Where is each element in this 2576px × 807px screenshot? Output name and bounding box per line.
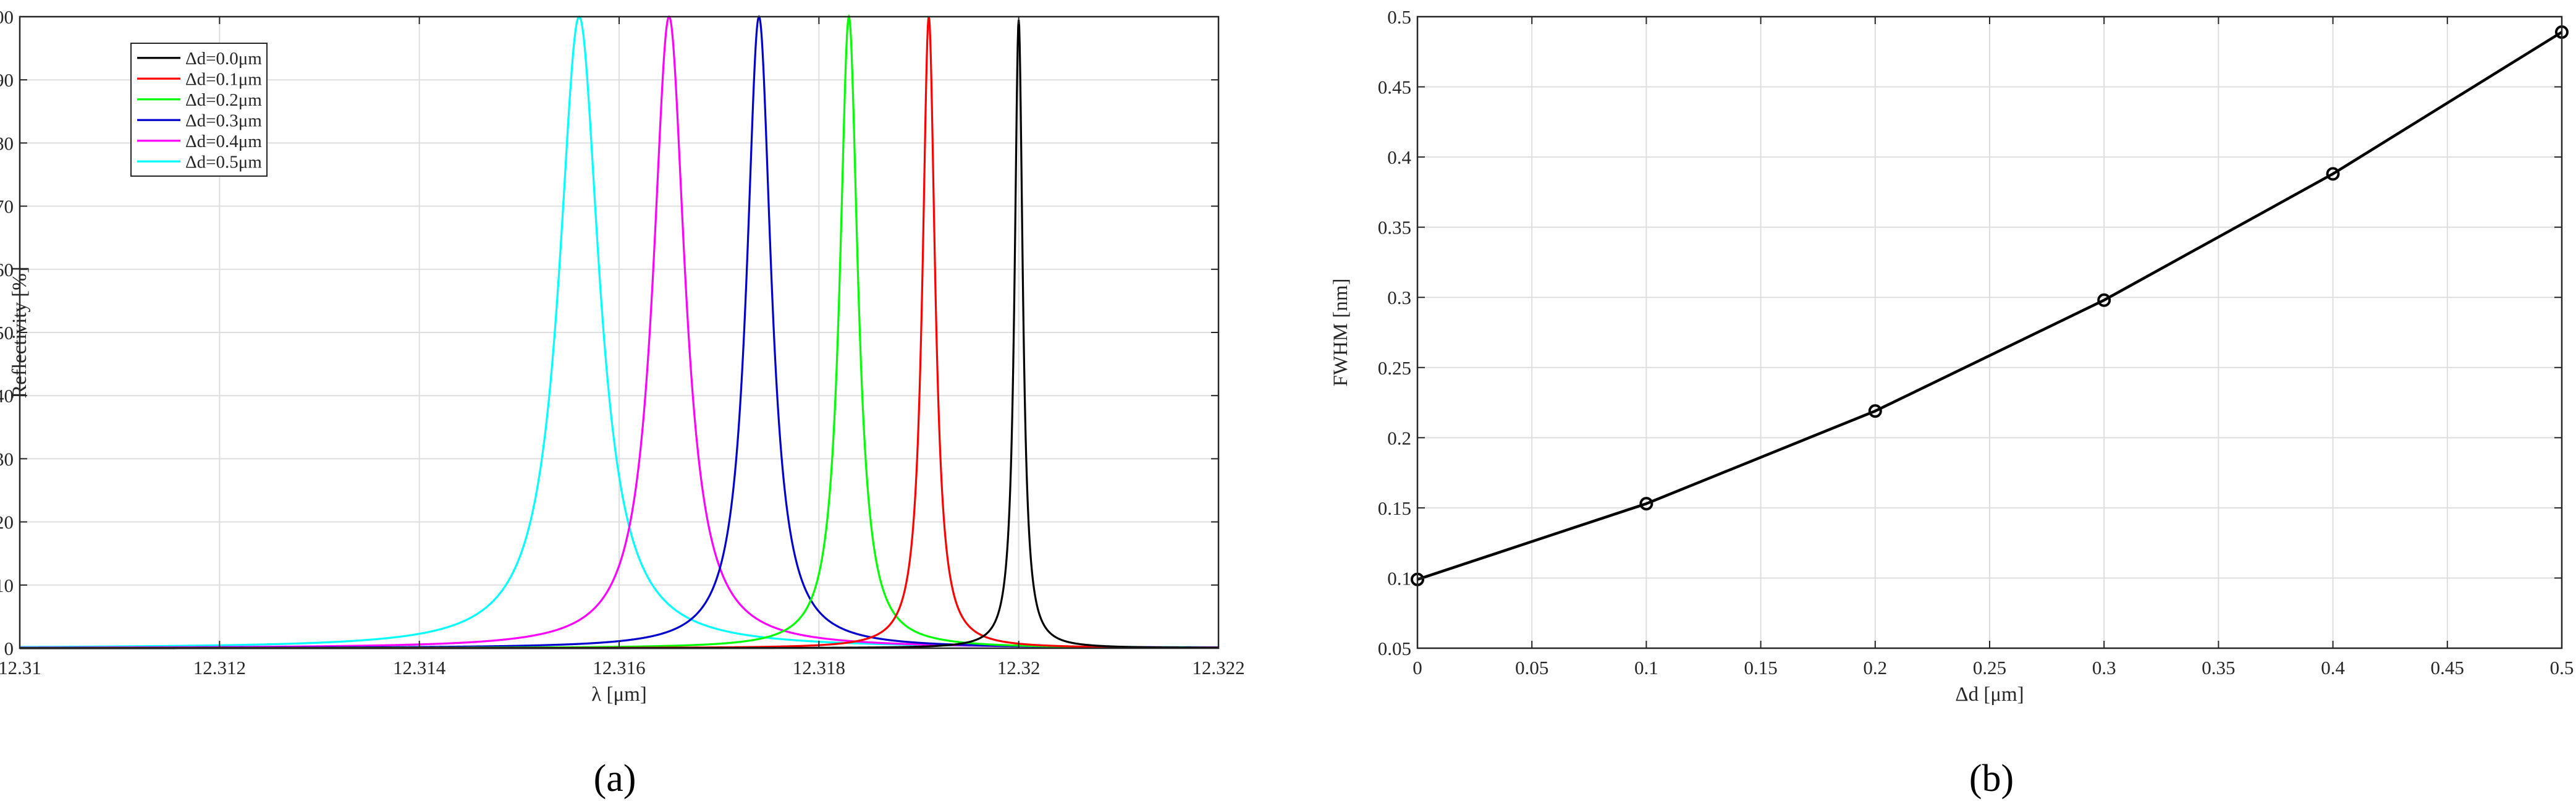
y-tick-label-b: 0.2	[1387, 427, 1411, 449]
y-tick-label-a: 80	[0, 132, 14, 154]
y-tick-label-a: 90	[0, 69, 14, 91]
y-axis-label-b: FWHM [nm]	[1330, 278, 1352, 386]
legend-entry-label: Δd=0.2μm	[185, 90, 262, 110]
x-tick-label-a: 12.318	[793, 657, 845, 678]
y-tick-label-a: 40	[0, 385, 14, 407]
y-tick-label-a: 60	[0, 259, 14, 281]
y-axis-label-a: Reflectivity [%]	[9, 266, 31, 399]
y-tick-label-a: 0	[4, 638, 14, 659]
legend-entry-label: Δd=0.4μm	[185, 132, 262, 151]
panel-label-a: (a)	[594, 758, 636, 800]
reflectivity-spectrum-chart: 12.31 12.312 12.314 12.316 12.318 12.32 12.322…	[0, 6, 1245, 800]
x-axis-label-a: λ [μm]	[591, 683, 647, 706]
y-tick-label-b: 0.25	[1378, 357, 1411, 379]
x-tick-label-a: 12.312	[193, 657, 246, 678]
x-tick-label-a: 12.322	[1192, 657, 1244, 678]
y-tick-label-b: 0.35	[1378, 217, 1411, 239]
panel-label-b: (b)	[1969, 758, 2014, 800]
x-axis-label-b: Δd [μm]	[1955, 683, 2024, 706]
y-tick-label-b: 0.45	[1378, 77, 1411, 98]
y-tick-label-a: 20	[0, 512, 14, 533]
fwhm-vs-delta-d-chart: 0 0.05 0.1 0.15 0.2 0.25 0.3 0.35 0.4 0.45 0.50.05…	[1330, 6, 2574, 800]
x-tick-label-b: 0.05	[1515, 657, 1548, 678]
x-tick-label-b: 0.45	[2431, 657, 2464, 678]
fwhm-data-point	[1868, 404, 1882, 418]
x-tick-label-a: 12.314	[393, 657, 446, 678]
x-tick-label-a: 12.32	[997, 657, 1041, 678]
fwhm-data-point	[2326, 167, 2340, 181]
y-tick-label-b: 0.4	[1387, 146, 1411, 168]
x-tick-label-b: 0.5	[2550, 657, 2574, 678]
y-tick-label-a: 30	[0, 448, 14, 470]
x-tick-label-b: 0.25	[1973, 657, 2006, 678]
y-tick-label-b: 0.15	[1378, 497, 1411, 519]
y-tick-label-b: 0.3	[1387, 287, 1411, 308]
fwhm-data-point	[2097, 293, 2111, 307]
legend-entry-label: Δd=0.3μm	[185, 111, 262, 130]
legend-box	[130, 43, 268, 177]
x-tick-label-b: 0	[1413, 657, 1422, 678]
fwhm-data-point	[1639, 497, 1653, 511]
x-tick-label-b: 0.1	[1634, 657, 1658, 678]
y-tick-label-a: 50	[0, 322, 14, 344]
y-tick-label-b: 0.05	[1378, 638, 1411, 659]
y-tick-label-b: 0.5	[1387, 6, 1411, 28]
fwhm-series-line	[1417, 31, 2563, 581]
legend-entry-label: Δd=0.1μm	[185, 69, 262, 89]
x-tick-label-b: 0.35	[2202, 657, 2235, 678]
x-tick-label-b: 0.15	[1744, 657, 1777, 678]
legend-entry-label: Δd=0.0μm	[185, 49, 262, 69]
y-tick-label-a: 10	[0, 575, 14, 596]
y-tick-label-a: 100	[0, 6, 14, 28]
legend-entry-label: Δd=0.5μm	[185, 152, 262, 172]
x-tick-label-a: 12.31	[0, 657, 41, 678]
x-tick-label-a: 12.316	[593, 657, 645, 678]
y-tick-label-b: 0.1	[1387, 567, 1411, 589]
x-tick-label-b: 0.4	[2321, 657, 2345, 678]
x-tick-label-b: 0.2	[1863, 657, 1887, 678]
y-tick-label-a: 70	[0, 196, 14, 218]
x-tick-label-b: 0.3	[2092, 657, 2116, 678]
